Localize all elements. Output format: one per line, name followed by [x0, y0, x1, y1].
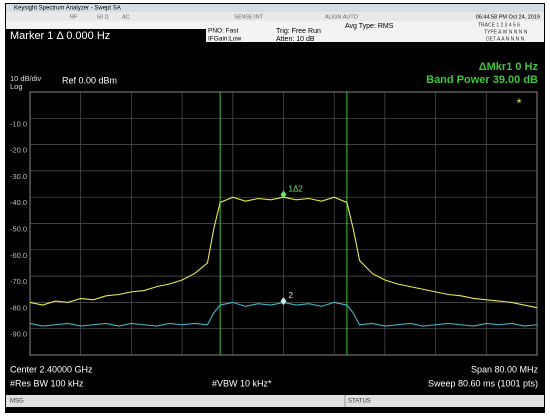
marker	[280, 297, 287, 306]
title-bar	[6, 4, 544, 12]
det-row: DET A A N N N N	[486, 36, 525, 42]
ref-level: Ref 0.00 dBm	[62, 75, 117, 85]
marker-label: 2	[289, 291, 294, 300]
y-tick-label: -90.0	[10, 330, 27, 339]
y-tick-label: -20.0	[10, 146, 27, 155]
coupling: AC	[122, 14, 130, 20]
trig: Trig: Free Run	[276, 28, 321, 35]
rbw: #Res BW 100 kHz	[10, 378, 84, 388]
log-label: Log	[10, 82, 23, 91]
y-tick-label: -70.0	[10, 277, 27, 286]
marker-box	[6, 29, 206, 42]
datetime: 06:44:58 PM Oct 24, 2019	[476, 14, 540, 20]
status: STATUS	[348, 399, 371, 405]
window-title: Keysight Spectrum Analyzer - Swept SA	[14, 6, 121, 12]
span: Span 80.00 MHz	[471, 364, 539, 374]
scale-label: 10 dB/div	[10, 74, 42, 83]
sense: SENSE:INT	[234, 14, 264, 20]
center-freq: Center 2.40000 GHz	[10, 364, 93, 374]
y-tick-label: -80.0	[10, 303, 27, 312]
msg: MSG	[10, 399, 24, 405]
delta-marker: ΔMkr1 0 Hz	[479, 61, 539, 73]
message-bar	[6, 395, 544, 407]
sweep: Sweep 80.60 ms (1001 pts)	[428, 378, 538, 388]
impedance: 50 Ω	[97, 14, 109, 20]
marker-readout: Marker 1 Δ 0.000 Hz	[10, 30, 110, 42]
avg-type: Avg Type: RMS	[345, 23, 394, 30]
screen-frame	[5, 3, 545, 413]
status-row	[6, 12, 544, 21]
marker-label: 1Δ2	[289, 185, 304, 194]
trace-indicator: *	[516, 95, 521, 110]
rf: RF	[70, 14, 78, 20]
vbw: #VBW 10 kHz*	[212, 378, 272, 388]
align: ALIGN AUTO	[325, 14, 359, 20]
atten: Atten: 10 dB	[276, 36, 315, 43]
marker	[280, 190, 287, 199]
y-tick-label: -50.0	[10, 224, 27, 233]
y-tick-label: -30.0	[10, 172, 27, 181]
ifgain: IFGain:Low	[208, 36, 242, 43]
y-tick-label: -60.0	[10, 251, 27, 260]
y-tick-label: -10.0	[10, 119, 27, 128]
trace-row: TRACE 1 2 3 4 5 6	[478, 22, 520, 28]
band-power: Band Power 39.00 dB	[426, 74, 538, 86]
type-row: TYPE A W N N N N	[484, 29, 528, 35]
y-tick-label: -40.0	[10, 198, 27, 207]
pno: PNO: Fast	[208, 28, 239, 35]
